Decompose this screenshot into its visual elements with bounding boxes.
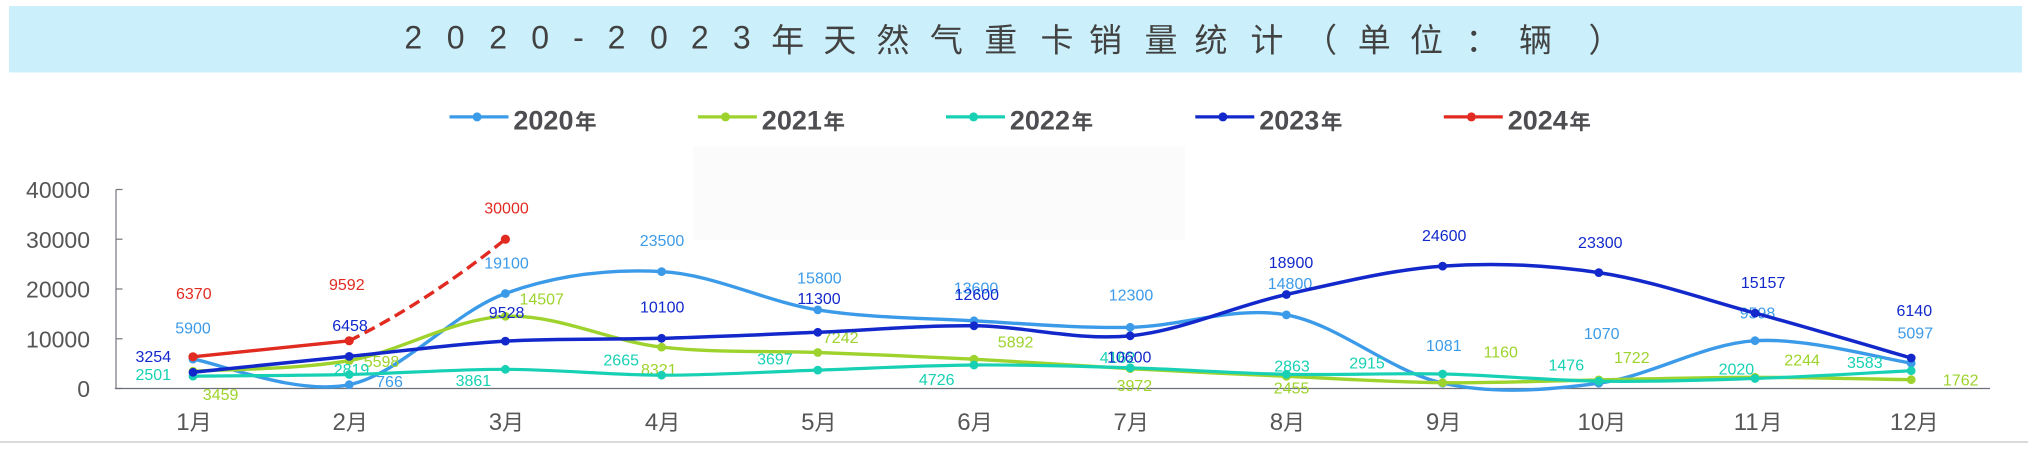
svg-text:7: 7: [1114, 409, 1127, 436]
svg-text:766: 766: [376, 374, 403, 391]
svg-text:20000: 20000: [26, 277, 90, 303]
svg-text:30000: 30000: [484, 200, 529, 217]
svg-text:3: 3: [489, 409, 502, 436]
svg-text:2863: 2863: [1274, 359, 1310, 376]
svg-text:0: 0: [447, 20, 465, 56]
svg-text:14800: 14800: [1268, 276, 1313, 293]
svg-text:10600: 10600: [1107, 350, 1152, 367]
svg-text:5097: 5097: [1898, 325, 1934, 342]
svg-text:24600: 24600: [1422, 228, 1467, 245]
svg-text:5892: 5892: [998, 335, 1034, 352]
svg-text:30000: 30000: [26, 227, 90, 253]
svg-text:2: 2: [608, 20, 626, 56]
svg-text:11300: 11300: [797, 291, 840, 308]
svg-text:2020: 2020: [1719, 362, 1755, 379]
svg-text:8: 8: [1270, 409, 1283, 436]
svg-text:9592: 9592: [329, 277, 365, 294]
svg-text:13600: 13600: [954, 281, 999, 298]
svg-text:2244: 2244: [1784, 352, 1820, 369]
svg-text:5900: 5900: [175, 321, 211, 338]
svg-text:6140: 6140: [1897, 303, 1933, 320]
svg-text:4: 4: [645, 409, 658, 436]
svg-text:3254: 3254: [136, 349, 172, 366]
svg-text:0: 0: [650, 20, 668, 56]
svg-text:9528: 9528: [489, 305, 525, 322]
svg-text:14507: 14507: [519, 292, 564, 309]
svg-text:2022: 2022: [1010, 106, 1070, 136]
svg-text:19100: 19100: [484, 256, 529, 273]
svg-text:3: 3: [733, 20, 751, 56]
svg-text:40000: 40000: [26, 177, 90, 203]
svg-text:10000: 10000: [26, 327, 90, 353]
svg-text:2455: 2455: [1274, 381, 1310, 398]
svg-text:4162: 4162: [1100, 350, 1136, 367]
svg-text:2819: 2819: [334, 362, 370, 379]
svg-text:11: 11: [1734, 409, 1759, 436]
svg-text:2: 2: [404, 20, 422, 56]
svg-text:2024: 2024: [1508, 106, 1568, 136]
svg-text:3972: 3972: [1117, 378, 1153, 395]
svg-text:0: 0: [77, 376, 90, 402]
svg-text:1: 1: [176, 409, 189, 436]
svg-text:4726: 4726: [919, 372, 955, 389]
svg-text:15157: 15157: [1741, 275, 1786, 292]
svg-text:2: 2: [333, 409, 346, 436]
svg-text:6370: 6370: [176, 286, 212, 303]
svg-text:1476: 1476: [1549, 357, 1585, 374]
svg-text:18900: 18900: [1269, 255, 1314, 272]
svg-text:12300: 12300: [1109, 288, 1154, 305]
svg-text:23500: 23500: [640, 233, 685, 250]
svg-text:5: 5: [801, 409, 814, 436]
svg-text:23300: 23300: [1578, 235, 1623, 252]
svg-text:1762: 1762: [1943, 373, 1979, 390]
svg-text:12: 12: [1890, 409, 1917, 436]
svg-text:2: 2: [489, 20, 507, 56]
svg-text:2915: 2915: [1349, 356, 1385, 373]
svg-text:2023: 2023: [1259, 106, 1319, 136]
svg-text:2020: 2020: [513, 106, 573, 136]
svg-text:2665: 2665: [603, 353, 639, 370]
svg-text:6: 6: [957, 409, 970, 436]
svg-text:3697: 3697: [757, 352, 793, 369]
svg-text:2501: 2501: [136, 367, 172, 384]
svg-text:10100: 10100: [640, 300, 685, 317]
svg-text:2: 2: [691, 20, 709, 56]
svg-text:5598: 5598: [364, 354, 400, 371]
svg-text:6458: 6458: [332, 318, 368, 335]
svg-text:1722: 1722: [1614, 350, 1650, 367]
svg-text:0: 0: [531, 20, 549, 56]
svg-text:3583: 3583: [1847, 355, 1883, 372]
svg-text:12600: 12600: [955, 287, 1000, 304]
svg-text:3459: 3459: [203, 387, 239, 404]
svg-text:2021: 2021: [762, 106, 822, 136]
svg-text:1081: 1081: [1426, 338, 1462, 355]
svg-text:10: 10: [1578, 409, 1605, 436]
svg-text:7242: 7242: [823, 330, 859, 347]
svg-text:3861: 3861: [456, 373, 492, 390]
svg-text:-: -: [573, 20, 584, 56]
svg-text:15800: 15800: [797, 270, 842, 287]
svg-text:9: 9: [1426, 409, 1439, 436]
svg-text:1070: 1070: [1584, 326, 1620, 343]
svg-text:1160: 1160: [1483, 344, 1518, 361]
